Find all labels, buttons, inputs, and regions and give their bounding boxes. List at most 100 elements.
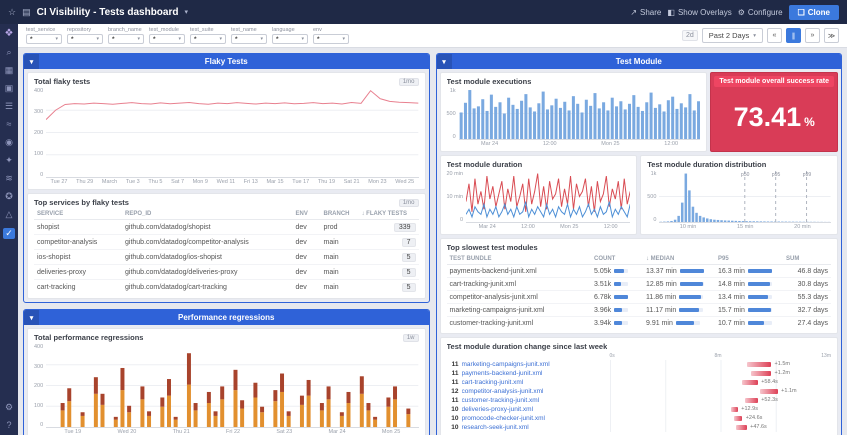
table-row[interactable]: competitor-analysis github.com/datadog/c… [34, 234, 419, 250]
skip-forward-button[interactable]: ≫ [824, 28, 839, 43]
service-cell[interactable]: cart-tracking [37, 283, 76, 291]
dashboards-icon[interactable]: ▦ [4, 65, 14, 75]
table-row[interactable]: marketing-campaigns-junit.xml 3.96k 11.1… [446, 303, 831, 317]
duration-change-row[interactable]: 10 deliveries-proxy-junit.xml +12.9s [447, 405, 831, 414]
filter-repository[interactable]: repository * ▾ [67, 27, 103, 44]
filter-value-dropdown[interactable]: * ▾ [108, 34, 144, 44]
module-name-link[interactable]: deliveries-proxy-junit.xml [461, 406, 534, 413]
synthetics-icon[interactable]: △ [5, 209, 13, 219]
test-module-group-header[interactable]: ▾ Test Module [436, 54, 841, 69]
collapse-chevron-icon[interactable]: ▾ [24, 54, 39, 69]
col-service[interactable]: SERVICE [34, 209, 122, 220]
success-rate-widget[interactable]: Test module overall success rate 73.41 % [710, 72, 838, 152]
duration-change-row[interactable]: 11 customer-tracking-junit.xml +52.3s [447, 396, 831, 405]
col-repo-id[interactable]: REPO_ID [122, 209, 293, 220]
line-chart-svg[interactable] [46, 88, 418, 177]
monitors-icon[interactable]: ◉ [5, 137, 13, 147]
filter-test-name[interactable]: test_name * ▾ [231, 27, 267, 44]
table-row[interactable]: cart-tracking-junit.xml 3.51k 12.85 min … [446, 277, 831, 291]
filter-test-module[interactable]: test_module * ▾ [149, 27, 185, 44]
logs-icon[interactable]: ≋ [5, 173, 13, 183]
module-name-link[interactable]: payments-backend-junit.xml [461, 370, 543, 377]
metrics-icon[interactable]: ≈ [6, 119, 12, 129]
duration-change-row[interactable]: 10 promocode-checker-junit.xml +24.6s [447, 414, 831, 423]
filter-branch-name[interactable]: branch_name * ▾ [108, 27, 144, 44]
col-branch[interactable]: BRANCH [320, 209, 359, 220]
dashboard-list-icon[interactable]: ▤ [22, 6, 31, 17]
table-row[interactable]: payments-backend-junit.xml 5.05k 13.37 m… [446, 264, 831, 278]
clone-button[interactable]: ❏ Clone [788, 4, 839, 20]
module-name-link[interactable]: customer-tracking-junit.xml [461, 397, 540, 404]
time-range-selector[interactable]: Past 2 Days ▾ [701, 28, 763, 43]
table-row[interactable]: deliveries-proxy github.com/datadog/deli… [34, 264, 419, 280]
table-row[interactable]: customer-tracking-junit.xml 3.94k 9.91 m… [447, 317, 832, 330]
duration-change-row[interactable]: 11 cart-tracking-junit.xml +58.4s [447, 378, 831, 387]
flaky-tests-group-header[interactable]: ▾ Flaky Tests [24, 54, 429, 69]
col-flaky-tests[interactable]: ↓ FLAKY TESTS [358, 209, 419, 220]
service-cell[interactable]: competitor-analysis [34, 234, 122, 250]
performance-regressions-bar-chart[interactable] [46, 344, 419, 428]
duration-change-row[interactable]: 12 competitor-analysis-junit.xml +1.1m [447, 387, 831, 396]
infrastructure-icon[interactable]: ▣ [4, 83, 14, 93]
col-count[interactable]: COUNT [591, 254, 643, 265]
search-icon[interactable]: ⌕ [6, 47, 12, 57]
col-p95[interactable]: P95 [715, 254, 783, 265]
module-name-link[interactable]: marketing-campaigns-junit.xml [461, 361, 550, 368]
performance-group-header[interactable]: ▾ Performance regressions [24, 310, 429, 325]
filter-value-dropdown[interactable]: * ▾ [231, 34, 267, 44]
table-row[interactable]: shopist github.com/datadog/shopist dev p… [34, 219, 419, 235]
line-chart-svg[interactable] [466, 171, 630, 222]
title-chevron-down-icon[interactable]: ▾ [184, 9, 188, 16]
filter-language[interactable]: language * ▾ [272, 27, 308, 44]
filter-value-dropdown[interactable]: * ▾ [67, 34, 103, 44]
duration-change-row[interactable]: 10 research-seek-junit.xml +47.6s [447, 423, 831, 432]
bar-chart-svg[interactable] [46, 344, 418, 427]
collapse-chevron-icon[interactable]: ▾ [436, 54, 452, 69]
module-name-link[interactable]: research-seek-junit.xml [461, 424, 529, 431]
col-sum[interactable]: SUM [783, 254, 831, 265]
col-test-bundle[interactable]: TEST BUNDLE [446, 254, 591, 265]
bundle-cell[interactable]: payments-backend-junit.xml [446, 264, 591, 278]
executions-bar-chart[interactable] [458, 88, 701, 140]
help-icon[interactable]: ? [6, 420, 12, 430]
table-row[interactable]: ios-shopist github.com/datadog/ios-shopi… [34, 249, 419, 265]
distribution-histogram[interactable]: p50 p95 p99 [659, 171, 831, 223]
forward-button[interactable]: » [805, 28, 820, 43]
pause-button[interactable]: ∥ [786, 28, 801, 43]
events-icon[interactable]: ☰ [4, 101, 14, 111]
bundle-cell[interactable]: competitor-analysis-junit.xml [446, 290, 591, 304]
bundle-cell[interactable]: cart-tracking-junit.xml [446, 277, 591, 291]
apm-icon[interactable]: ✦ [5, 155, 13, 165]
filter-env[interactable]: env * ▾ [313, 27, 349, 44]
duration-change-row[interactable]: 11 marketing-campaigns-junit.xml +1.5m [447, 360, 831, 369]
filter-value-dropdown[interactable]: * ▾ [190, 34, 226, 44]
bar-chart-svg[interactable] [459, 88, 701, 139]
bundle-cell[interactable]: customer-tracking-junit.xml [449, 319, 534, 327]
share-button[interactable]: ↗ Share [630, 8, 661, 17]
duration-line-chart[interactable] [466, 171, 631, 223]
table-row[interactable]: cart-tracking github.com/datadog/cart-tr… [34, 280, 419, 295]
show-overlays-button[interactable]: ◧ Show Overlays [667, 8, 731, 17]
favorite-star-icon[interactable]: ☆ [8, 6, 17, 17]
settings-gear-icon[interactable]: ⚙ [4, 402, 14, 412]
filter-value-dropdown[interactable]: * ▾ [26, 34, 62, 44]
filter-test-service[interactable]: test_service * ▾ [26, 27, 62, 44]
filter-test-suite[interactable]: test_suite * ▾ [190, 27, 226, 44]
col-median[interactable]: ↓ MEDIAN [643, 254, 715, 265]
security-icon[interactable]: ✪ [5, 191, 13, 201]
service-cell[interactable]: ios-shopist [34, 249, 122, 265]
flaky-tests-line-chart[interactable] [46, 88, 419, 178]
service-cell[interactable]: deliveries-proxy [34, 264, 122, 280]
filter-value-dropdown[interactable]: * ▾ [313, 34, 349, 44]
ci-visibility-icon[interactable]: ✓ [3, 228, 15, 239]
service-cell[interactable]: shopist [34, 219, 122, 235]
datadog-logo-icon[interactable]: ❖ [4, 28, 14, 39]
histogram-svg[interactable] [659, 171, 831, 222]
module-name-link[interactable]: cart-tracking-junit.xml [461, 379, 524, 386]
table-row[interactable]: competitor-analysis-junit.xml 6.78k 11.8… [446, 290, 831, 304]
module-name-link[interactable]: promocode-checker-junit.xml [461, 415, 545, 422]
bundle-cell[interactable]: marketing-campaigns-junit.xml [446, 303, 591, 317]
duration-change-row[interactable]: 11 payments-backend-junit.xml +1.2m [447, 369, 831, 378]
module-name-link[interactable]: competitor-analysis-junit.xml [461, 388, 544, 395]
configure-button[interactable]: ⚙ Configure [738, 8, 783, 17]
